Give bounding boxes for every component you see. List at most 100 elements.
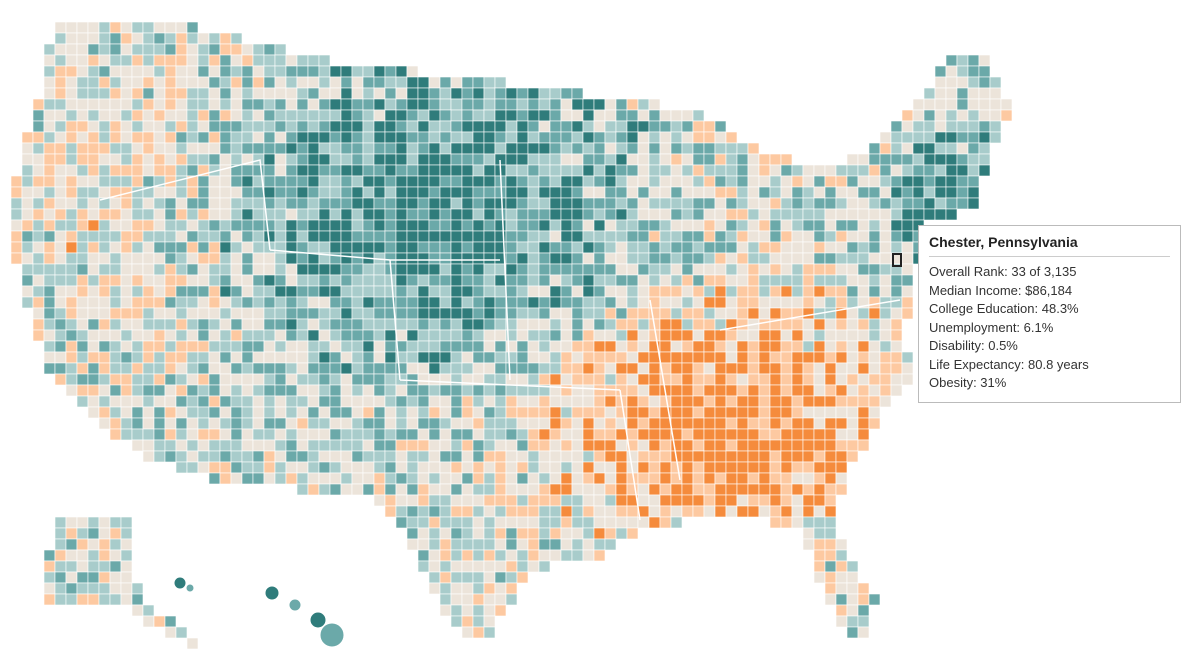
county bbox=[65, 307, 78, 320]
county bbox=[659, 241, 672, 254]
county bbox=[417, 450, 430, 463]
county bbox=[582, 505, 595, 518]
county bbox=[549, 318, 562, 331]
county bbox=[648, 461, 661, 474]
county bbox=[846, 351, 859, 364]
county bbox=[934, 197, 947, 210]
county bbox=[494, 560, 507, 573]
county bbox=[153, 340, 166, 353]
county bbox=[780, 263, 793, 276]
county bbox=[868, 593, 881, 606]
county bbox=[109, 230, 122, 243]
county bbox=[681, 318, 694, 331]
county bbox=[813, 296, 826, 309]
county bbox=[450, 516, 463, 529]
county bbox=[758, 373, 771, 386]
county bbox=[395, 428, 408, 441]
county bbox=[318, 483, 331, 496]
county bbox=[890, 373, 903, 386]
county bbox=[494, 351, 507, 364]
county bbox=[296, 296, 309, 309]
county bbox=[406, 527, 419, 540]
county bbox=[560, 450, 573, 463]
county bbox=[780, 417, 793, 430]
county bbox=[362, 362, 375, 375]
county bbox=[428, 241, 441, 254]
county bbox=[87, 560, 100, 573]
county bbox=[439, 362, 452, 375]
county bbox=[582, 98, 595, 111]
county bbox=[450, 527, 463, 540]
county bbox=[373, 318, 386, 331]
hawaii-island bbox=[319, 622, 345, 648]
county bbox=[32, 175, 45, 188]
county bbox=[714, 439, 727, 452]
county bbox=[32, 131, 45, 144]
county bbox=[428, 527, 441, 540]
county bbox=[186, 241, 199, 254]
county bbox=[109, 593, 122, 606]
county bbox=[142, 109, 155, 122]
county bbox=[879, 131, 892, 144]
county bbox=[65, 384, 78, 397]
county bbox=[318, 175, 331, 188]
county bbox=[879, 230, 892, 243]
county bbox=[571, 461, 584, 474]
county bbox=[164, 98, 177, 111]
county bbox=[582, 483, 595, 496]
county bbox=[670, 362, 683, 375]
county bbox=[109, 307, 122, 320]
county bbox=[846, 285, 859, 298]
county bbox=[670, 285, 683, 298]
county bbox=[175, 439, 188, 452]
county bbox=[76, 252, 89, 265]
county bbox=[76, 142, 89, 155]
county bbox=[417, 483, 430, 496]
county bbox=[142, 87, 155, 100]
county bbox=[483, 186, 496, 199]
county bbox=[703, 219, 716, 232]
county bbox=[329, 263, 342, 276]
county bbox=[560, 197, 573, 210]
county bbox=[758, 318, 771, 331]
tooltip-row: Median Income: $86,184 bbox=[929, 282, 1073, 298]
county bbox=[857, 219, 870, 232]
county bbox=[329, 285, 342, 298]
county bbox=[1000, 109, 1013, 122]
county bbox=[945, 175, 958, 188]
county bbox=[241, 252, 254, 265]
county bbox=[659, 230, 672, 243]
county bbox=[428, 395, 441, 408]
county bbox=[516, 527, 529, 540]
county bbox=[791, 241, 804, 254]
county bbox=[186, 428, 199, 441]
county bbox=[648, 153, 661, 166]
county bbox=[263, 54, 276, 67]
county bbox=[120, 230, 133, 243]
county bbox=[681, 472, 694, 485]
county bbox=[813, 241, 826, 254]
county bbox=[109, 549, 122, 562]
county bbox=[571, 186, 584, 199]
county bbox=[945, 87, 958, 100]
county bbox=[274, 417, 287, 430]
county bbox=[835, 560, 848, 573]
county bbox=[219, 241, 232, 254]
county bbox=[472, 384, 485, 397]
county bbox=[417, 505, 430, 518]
county bbox=[395, 98, 408, 111]
county bbox=[164, 241, 177, 254]
county bbox=[307, 153, 320, 166]
county bbox=[714, 384, 727, 397]
county bbox=[417, 76, 430, 89]
county bbox=[824, 483, 837, 496]
county bbox=[549, 307, 562, 320]
county bbox=[296, 472, 309, 485]
county bbox=[681, 120, 694, 133]
county bbox=[461, 472, 474, 485]
county bbox=[681, 252, 694, 265]
county bbox=[164, 76, 177, 89]
county bbox=[120, 582, 133, 595]
county bbox=[65, 197, 78, 210]
county bbox=[340, 263, 353, 276]
